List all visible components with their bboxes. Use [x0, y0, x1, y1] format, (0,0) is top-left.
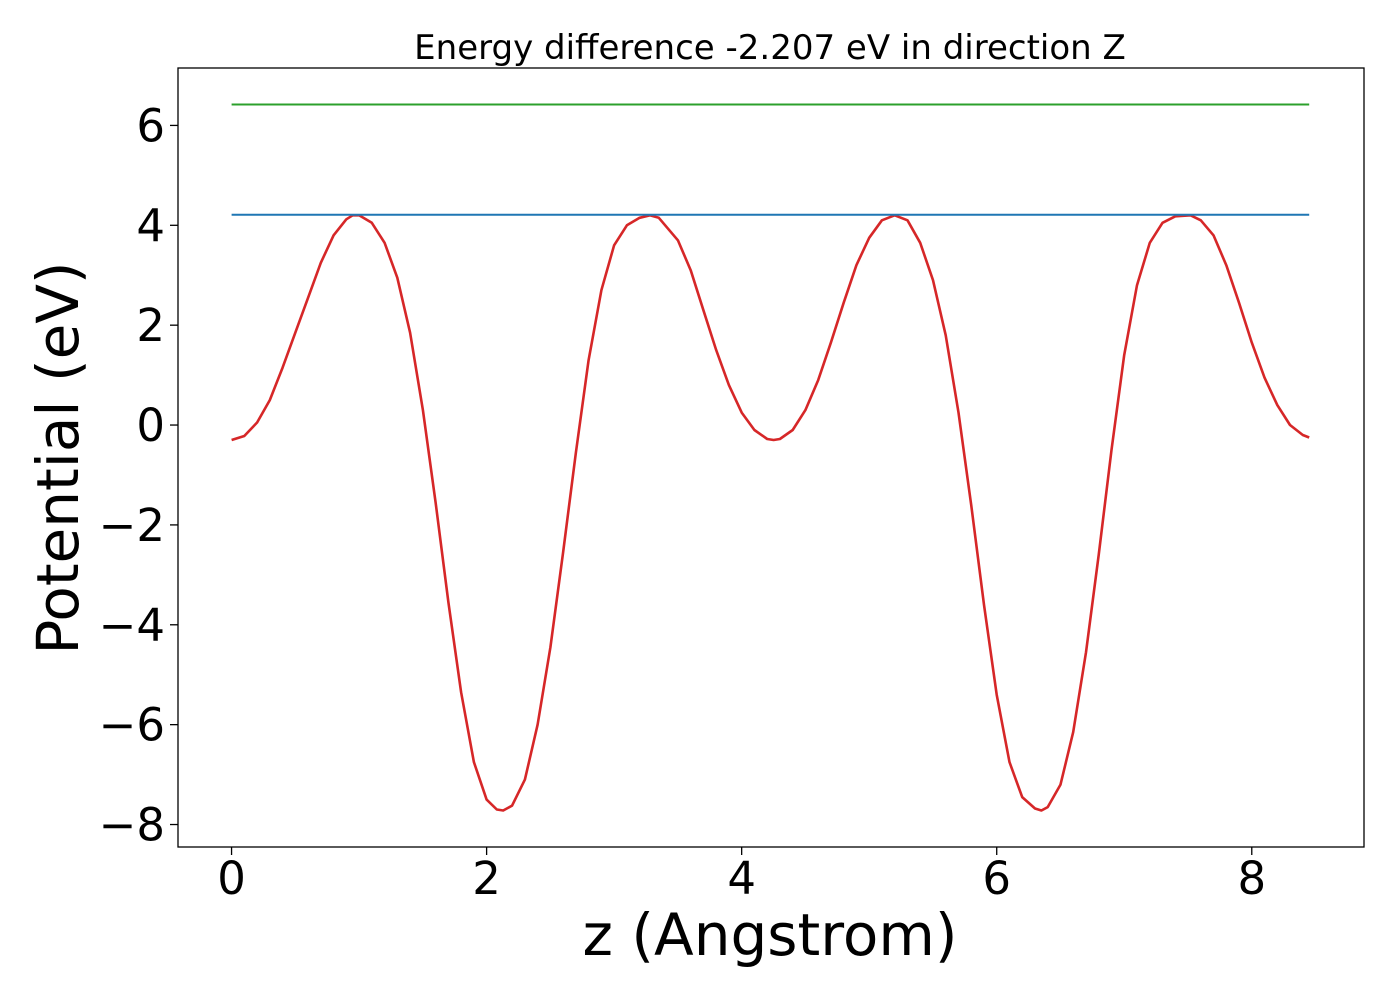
x-tick-label: 8	[1237, 852, 1266, 905]
x-axis-ticks: 0 2 4 6 8	[217, 847, 1266, 905]
y-tick-label: 2	[136, 299, 165, 352]
y-axis-ticks: −8 −6 −4 −2 0 2 4 6	[99, 99, 178, 852]
y-tick-label: 4	[136, 199, 165, 252]
x-tick-label: 0	[217, 852, 246, 905]
series-group	[231, 103, 1310, 812]
series-line-1	[231, 214, 1310, 812]
y-tick-label: 0	[136, 399, 165, 452]
y-tick-label: −2	[99, 499, 165, 552]
y-tick-label: −6	[99, 699, 165, 752]
plot-area-frame	[177, 67, 1365, 848]
x-tick-label: 2	[472, 852, 501, 905]
chart-title: Energy difference -2.207 eV in direction…	[414, 28, 1126, 68]
y-tick-label: −4	[99, 599, 165, 652]
x-axis-label: z (Angstrom)	[583, 901, 958, 969]
x-tick-label: 4	[727, 852, 756, 905]
y-tick-label: 6	[136, 99, 165, 152]
x-tick-label: 6	[982, 852, 1011, 905]
y-tick-label: −8	[99, 799, 165, 852]
y-axis-label: Potential (eV)	[24, 261, 92, 654]
